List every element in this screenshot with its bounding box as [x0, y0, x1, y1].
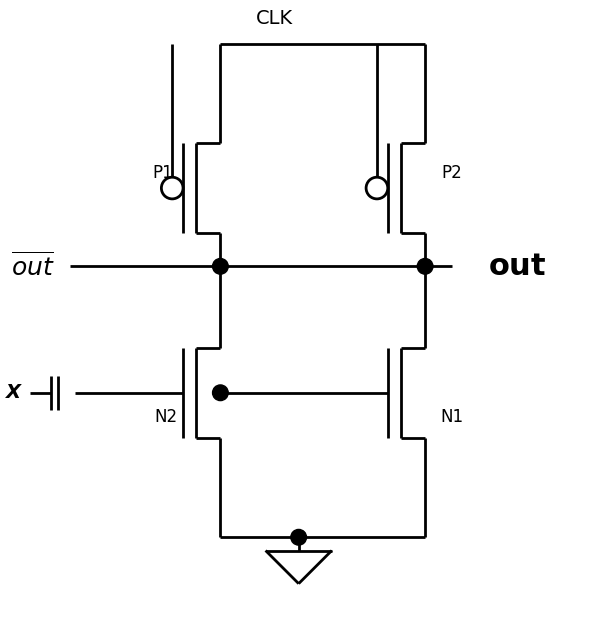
Text: N2: N2 [154, 408, 178, 426]
Text: P2: P2 [442, 164, 463, 182]
Text: $\overline{\mathit{out}}$: $\overline{\mathit{out}}$ [11, 252, 55, 281]
Text: X: X [5, 384, 21, 402]
Text: CLK: CLK [256, 10, 293, 29]
Circle shape [213, 258, 228, 274]
Circle shape [291, 530, 306, 545]
Circle shape [213, 385, 228, 401]
Circle shape [417, 258, 433, 274]
Text: P1: P1 [153, 164, 173, 182]
Text: N1: N1 [441, 408, 464, 426]
Text: $\mathbf{out}$: $\mathbf{out}$ [488, 252, 547, 281]
